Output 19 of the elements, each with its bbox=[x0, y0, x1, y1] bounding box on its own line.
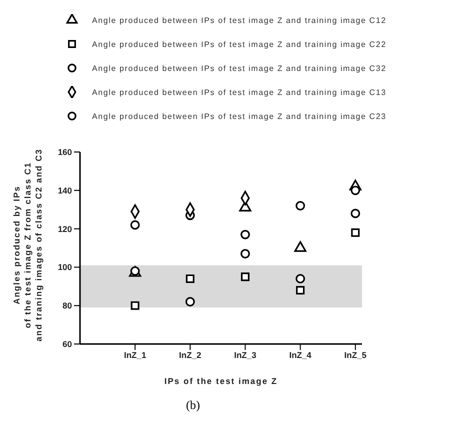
x-axis-title: IPs of the test image Z bbox=[164, 376, 278, 386]
x-tick-label: InZ_4 bbox=[289, 350, 312, 360]
x-tick-label: InZ_1 bbox=[124, 350, 146, 360]
x-tick-label: InZ_3 bbox=[234, 350, 257, 360]
text: (b) bbox=[186, 398, 200, 413]
y-tick-label: 160 bbox=[58, 147, 72, 158]
y-tick-label: 60 bbox=[62, 339, 72, 350]
y-tick-label: 100 bbox=[58, 262, 72, 272]
legend-label: Angle produced between IPs of test image Z and training image C32 bbox=[92, 64, 386, 72]
y-axis-title: Angles produced by IPs of the test image Z from class C1 and traning images of class C2 and C3 bbox=[12, 148, 44, 342]
legend-label: Angle produced between IPs of test image Z and training image C13 bbox=[92, 88, 386, 96]
legend-label: Angle produced between IPs of test image Z and training image C23 bbox=[92, 112, 386, 120]
y-tick-label: 80 bbox=[62, 300, 72, 311]
x-tick-label: InZ_2 bbox=[179, 350, 202, 360]
legend-label: Angle produced between IPs of test image Z and training image C22 bbox=[92, 40, 386, 48]
y-tick-label: 140 bbox=[58, 185, 72, 196]
legend-label: Angle produced between IPs of test image Z and training image C12 bbox=[92, 16, 386, 24]
x-tick-label: InZ_5 bbox=[344, 350, 367, 360]
y-tick-label: 120 bbox=[58, 224, 72, 234]
